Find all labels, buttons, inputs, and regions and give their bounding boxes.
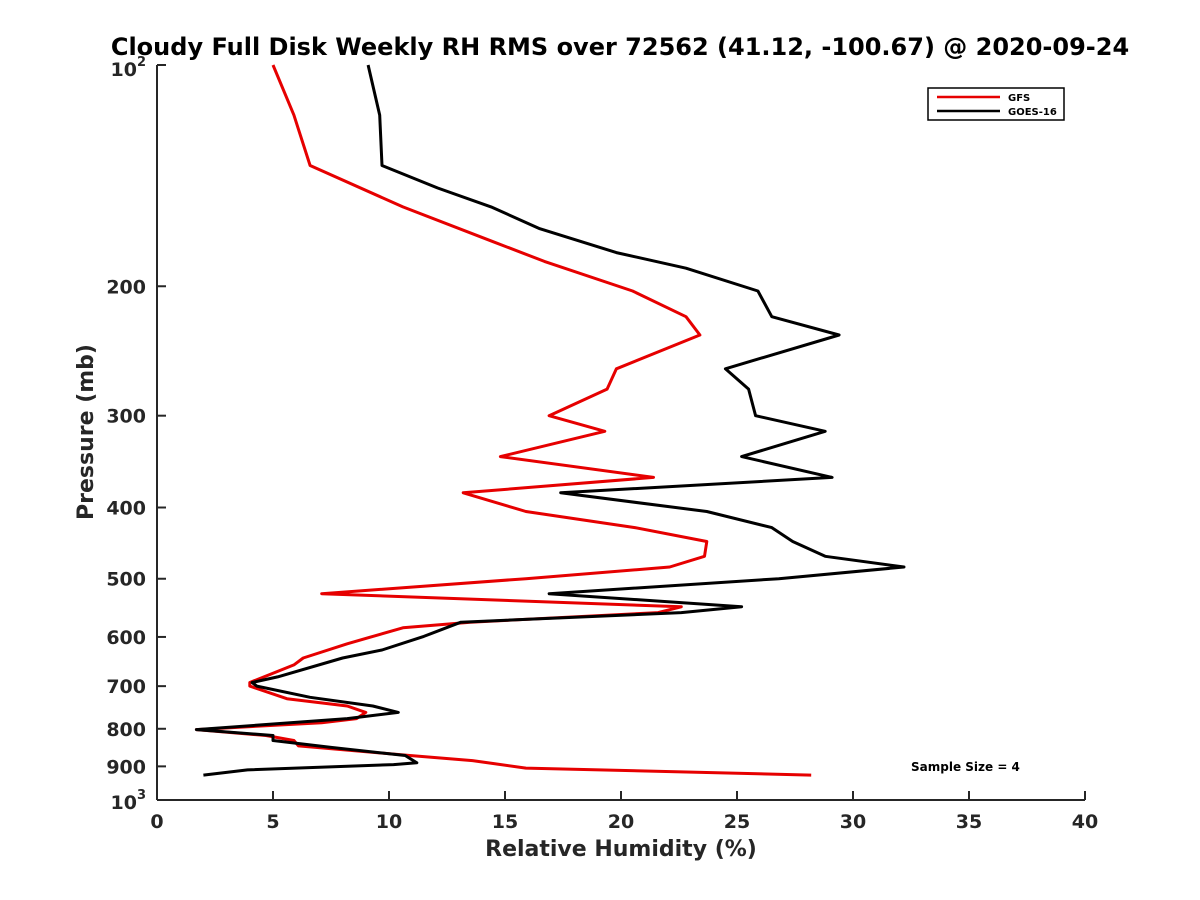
chart-title: Cloudy Full Disk Weekly RH RMS over 7256… — [111, 33, 1129, 61]
x-axis-ticks: 0 5 10 15 20 25 30 35 40 — [150, 791, 1098, 833]
sample-size-annotation: Sample Size = 4 — [911, 760, 1020, 774]
y-tick-label: 300 — [106, 406, 146, 428]
x-tick-label: 25 — [724, 811, 750, 833]
y-top-base: 10 — [111, 59, 137, 81]
x-tick-label: 5 — [266, 811, 279, 833]
legend-label-goes16: GOES-16 — [1008, 107, 1057, 118]
y-tick-label: 500 — [106, 569, 146, 591]
legend: GFS GOES-16 — [927, 87, 1065, 121]
legend-label-gfs: GFS — [1008, 93, 1030, 104]
x-tick-label: 40 — [1072, 811, 1098, 833]
x-tick-label: 15 — [492, 811, 518, 833]
x-tick-label: 10 — [376, 811, 402, 833]
y-tick-label-top: 102 — [111, 55, 147, 81]
y-tick-label: 400 — [106, 498, 146, 520]
y-tick-label: 900 — [106, 756, 146, 778]
y-axis-ticks: 200 300 400 500 600 700 800 900 — [106, 64, 166, 801]
y-tick-label: 700 — [106, 676, 146, 698]
series-layer — [194, 64, 906, 777]
y-top-exp: 2 — [137, 55, 146, 70]
y-axis-label: Pressure (mb) — [74, 344, 99, 520]
y-bottom-base: 10 — [111, 792, 137, 814]
y-tick-label: 800 — [106, 719, 146, 741]
plot-area — [156, 64, 1085, 801]
y-tick-label: 200 — [106, 276, 146, 298]
legend-box — [927, 87, 1065, 121]
x-axis-label: Relative Humidity (%) — [485, 837, 757, 862]
x-tick-label: 20 — [608, 811, 634, 833]
x-tick-label: 30 — [840, 811, 866, 833]
x-tick-label: 0 — [150, 811, 163, 833]
y-tick-label-bottom: 103 — [111, 788, 147, 814]
series-line-goes-16 — [194, 64, 906, 777]
x-tick-label: 35 — [956, 811, 982, 833]
y-bottom-exp: 3 — [137, 788, 146, 803]
y-tick-label: 600 — [106, 627, 146, 649]
